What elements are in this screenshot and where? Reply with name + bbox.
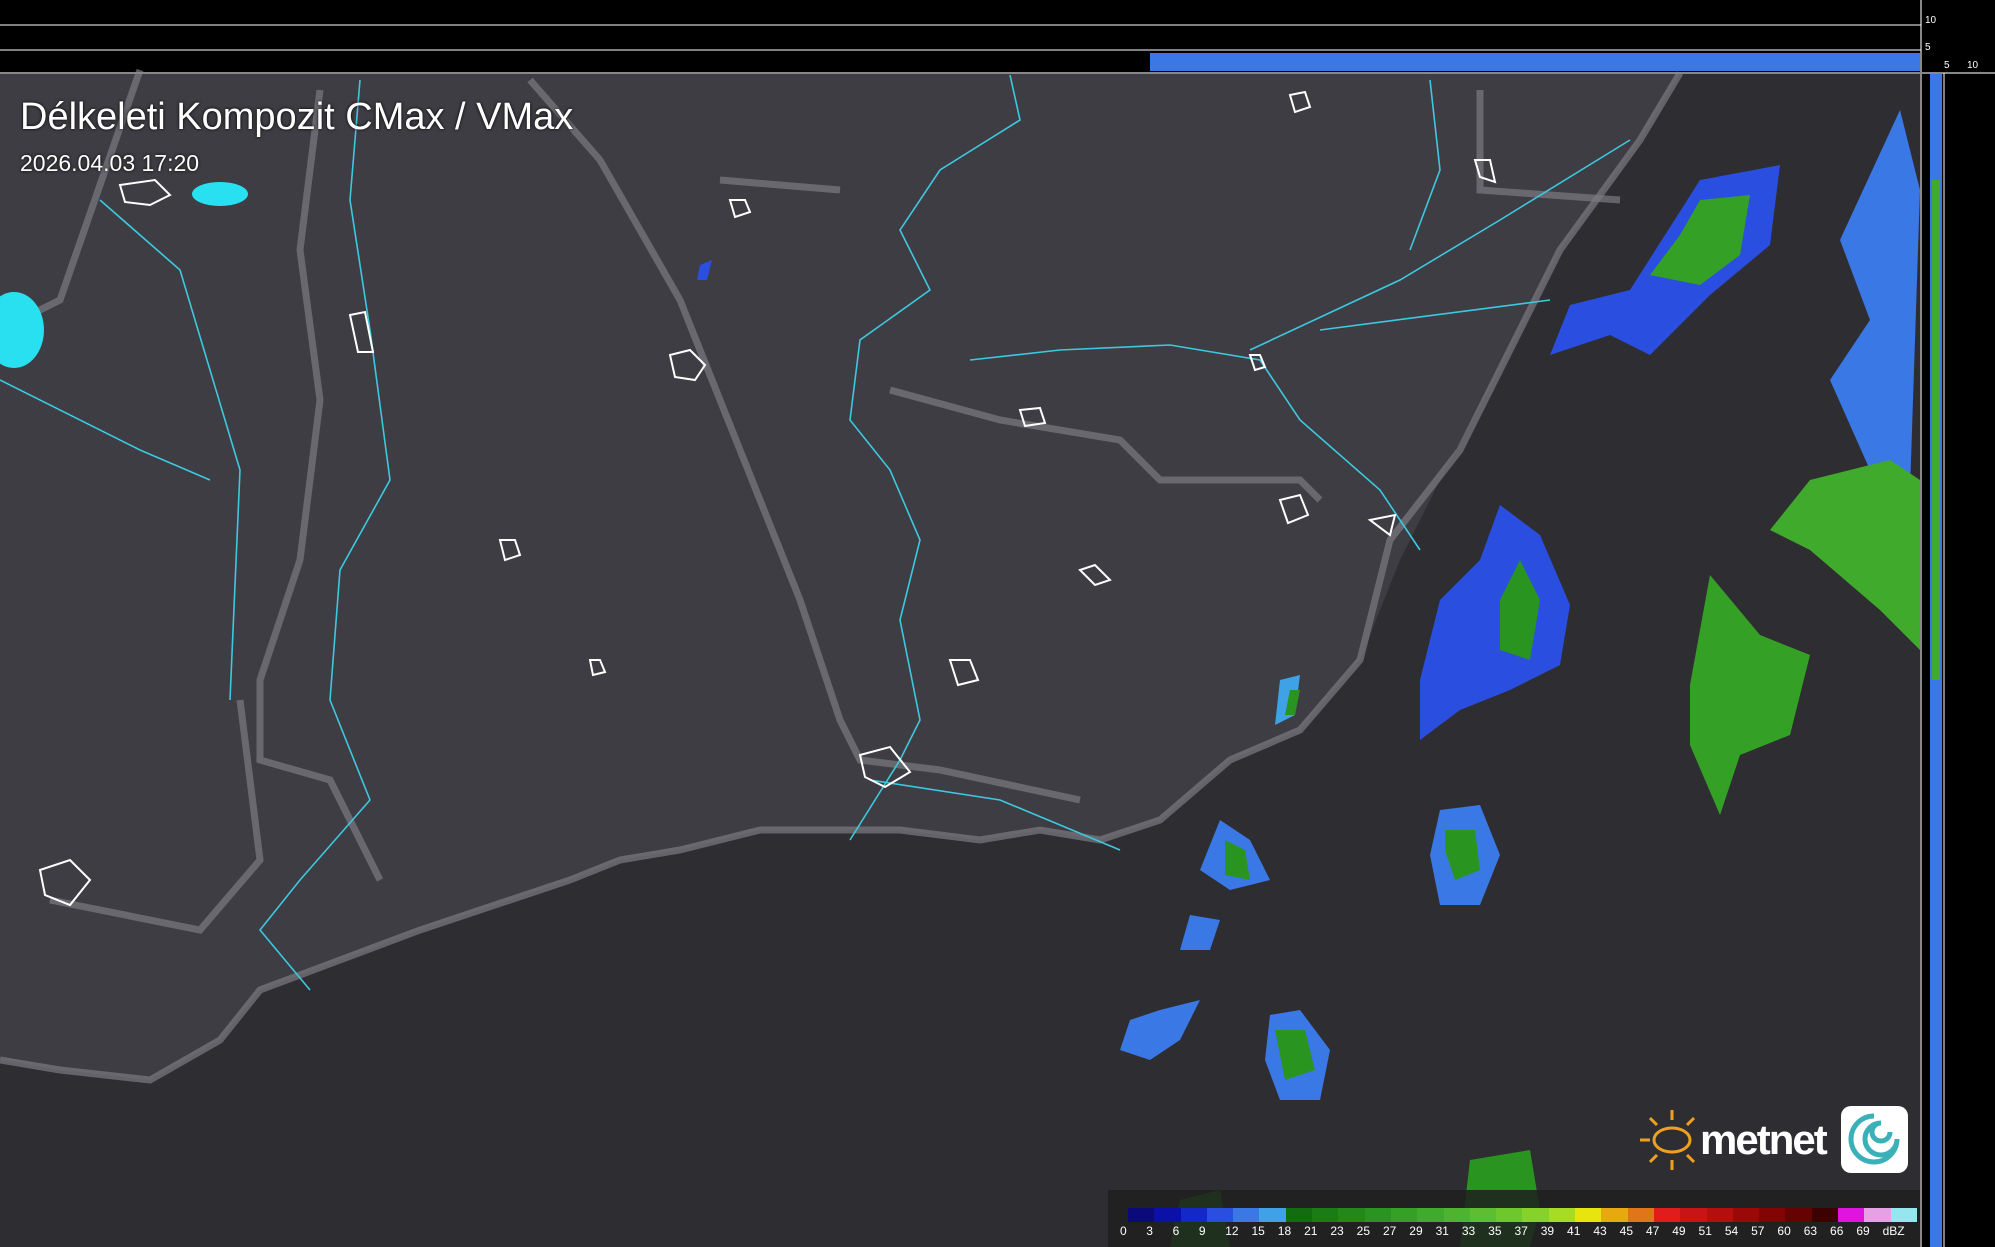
hungary-territory: [0, 73, 1680, 1080]
legend-label: 69: [1856, 1224, 1870, 1238]
legend-swatch: [1154, 1208, 1181, 1222]
legend-label: 57: [1751, 1224, 1765, 1238]
legend-swatch: [1706, 1208, 1733, 1222]
metnet-logo: metnet: [1636, 1104, 1910, 1176]
legend-label: 15: [1251, 1224, 1265, 1238]
legend-swatch: [1890, 1208, 1917, 1222]
legend-label: 0: [1120, 1224, 1127, 1238]
legend-swatch: [1785, 1208, 1812, 1222]
legend-label: 45: [1619, 1224, 1633, 1238]
profile-tick-side-5: 5: [1944, 60, 1950, 71]
legend-swatch: [1522, 1208, 1549, 1222]
legend-swatch: [1233, 1208, 1260, 1222]
legend-label: 49: [1672, 1224, 1686, 1238]
legend-swatch: [1206, 1208, 1234, 1222]
legend-swatch: [1759, 1208, 1786, 1222]
legend-label: 27: [1382, 1224, 1397, 1238]
legend-label: 29: [1409, 1224, 1423, 1238]
legend-swatch: [1443, 1208, 1470, 1222]
legend-swatch: [1364, 1208, 1391, 1222]
swirl-icon: [1841, 1106, 1908, 1173]
legend-label: 33: [1461, 1224, 1476, 1238]
legend-unit: dBZ: [1882, 1224, 1905, 1238]
rivers: [0, 74, 1631, 991]
legend-label: 66: [1830, 1224, 1844, 1238]
legend-swatch: [1259, 1208, 1286, 1222]
legend-swatch: [1128, 1208, 1155, 1222]
legend-label: 18: [1277, 1224, 1292, 1238]
legend-label: 51: [1698, 1224, 1712, 1238]
city-outlines: [38, 90, 1497, 907]
profile-tick-side-10: 10: [1967, 60, 1979, 71]
legend-swatch: [1417, 1208, 1444, 1222]
borders: [0, 68, 1684, 1084]
legend-label: 63: [1803, 1224, 1818, 1238]
map-timestamp: 2026.04.03 17:20: [20, 150, 200, 176]
legend-label: 60: [1777, 1224, 1791, 1238]
legend-label: 12: [1225, 1224, 1239, 1238]
legend-label: 31: [1435, 1224, 1449, 1238]
legend-label: 3: [1146, 1224, 1153, 1238]
legend-label: 6: [1172, 1224, 1180, 1238]
legend-swatch: [1627, 1208, 1654, 1222]
legend-swatch: [1838, 1208, 1865, 1222]
sun-icon: [1640, 1110, 1696, 1170]
legend-label: 39: [1540, 1224, 1555, 1238]
legend-color-bar: [1128, 1208, 1917, 1222]
legend-swatch: [1469, 1208, 1497, 1222]
legend-swatch: [1601, 1208, 1628, 1222]
legend-labels: 0 3 6 9 12 15 18 21 23 25 27 29 31 33 35 37 39 41 43 45 47 49…: [1120, 1224, 1909, 1238]
radar-echoes: [697, 53, 1942, 1247]
legend-swatch: [1653, 1208, 1681, 1222]
lake-velence: [192, 182, 248, 206]
legend-label: 41: [1567, 1224, 1581, 1238]
profile-top-echoes: [1150, 53, 1921, 71]
legend-swatch: [1732, 1208, 1760, 1222]
legend-label: 25: [1356, 1224, 1371, 1238]
legend-swatch: [1312, 1208, 1339, 1222]
logo-text: metnet: [1700, 1116, 1828, 1163]
legend-label: 47: [1645, 1224, 1660, 1238]
legend-label: 54: [1724, 1224, 1739, 1238]
legend-swatch: [1338, 1208, 1365, 1222]
dbz-legend: 0 3 6 9 12 15 18 21 23 25 27 29 31 33 35 37 39 41 43 45 47 49…: [1108, 1190, 1920, 1247]
map-title: Délkeleti Kompozit CMax / VMax: [20, 96, 574, 138]
legend-label: 21: [1304, 1224, 1318, 1238]
legend-label: 43: [1593, 1224, 1607, 1238]
legend-swatch: [1285, 1208, 1313, 1222]
legend-swatch: [1864, 1208, 1891, 1222]
legend-label: 35: [1488, 1224, 1502, 1238]
legend-label: 37: [1514, 1224, 1528, 1238]
legend-swatch: [1180, 1208, 1207, 1222]
legend-swatch: [1575, 1208, 1602, 1222]
legend-swatch: [1548, 1208, 1576, 1222]
legend-swatch: [1811, 1208, 1839, 1222]
legend-swatch: [1680, 1208, 1707, 1222]
legend-swatch: [1390, 1208, 1418, 1222]
lake-balaton: [0, 292, 44, 368]
profile-tick-top-10: 10: [1925, 15, 1937, 26]
legend-label: 9: [1198, 1224, 1206, 1238]
legend-label: 23: [1330, 1224, 1344, 1238]
legend-swatch: [1496, 1208, 1523, 1222]
profile-tick-top-5: 5: [1925, 42, 1931, 53]
